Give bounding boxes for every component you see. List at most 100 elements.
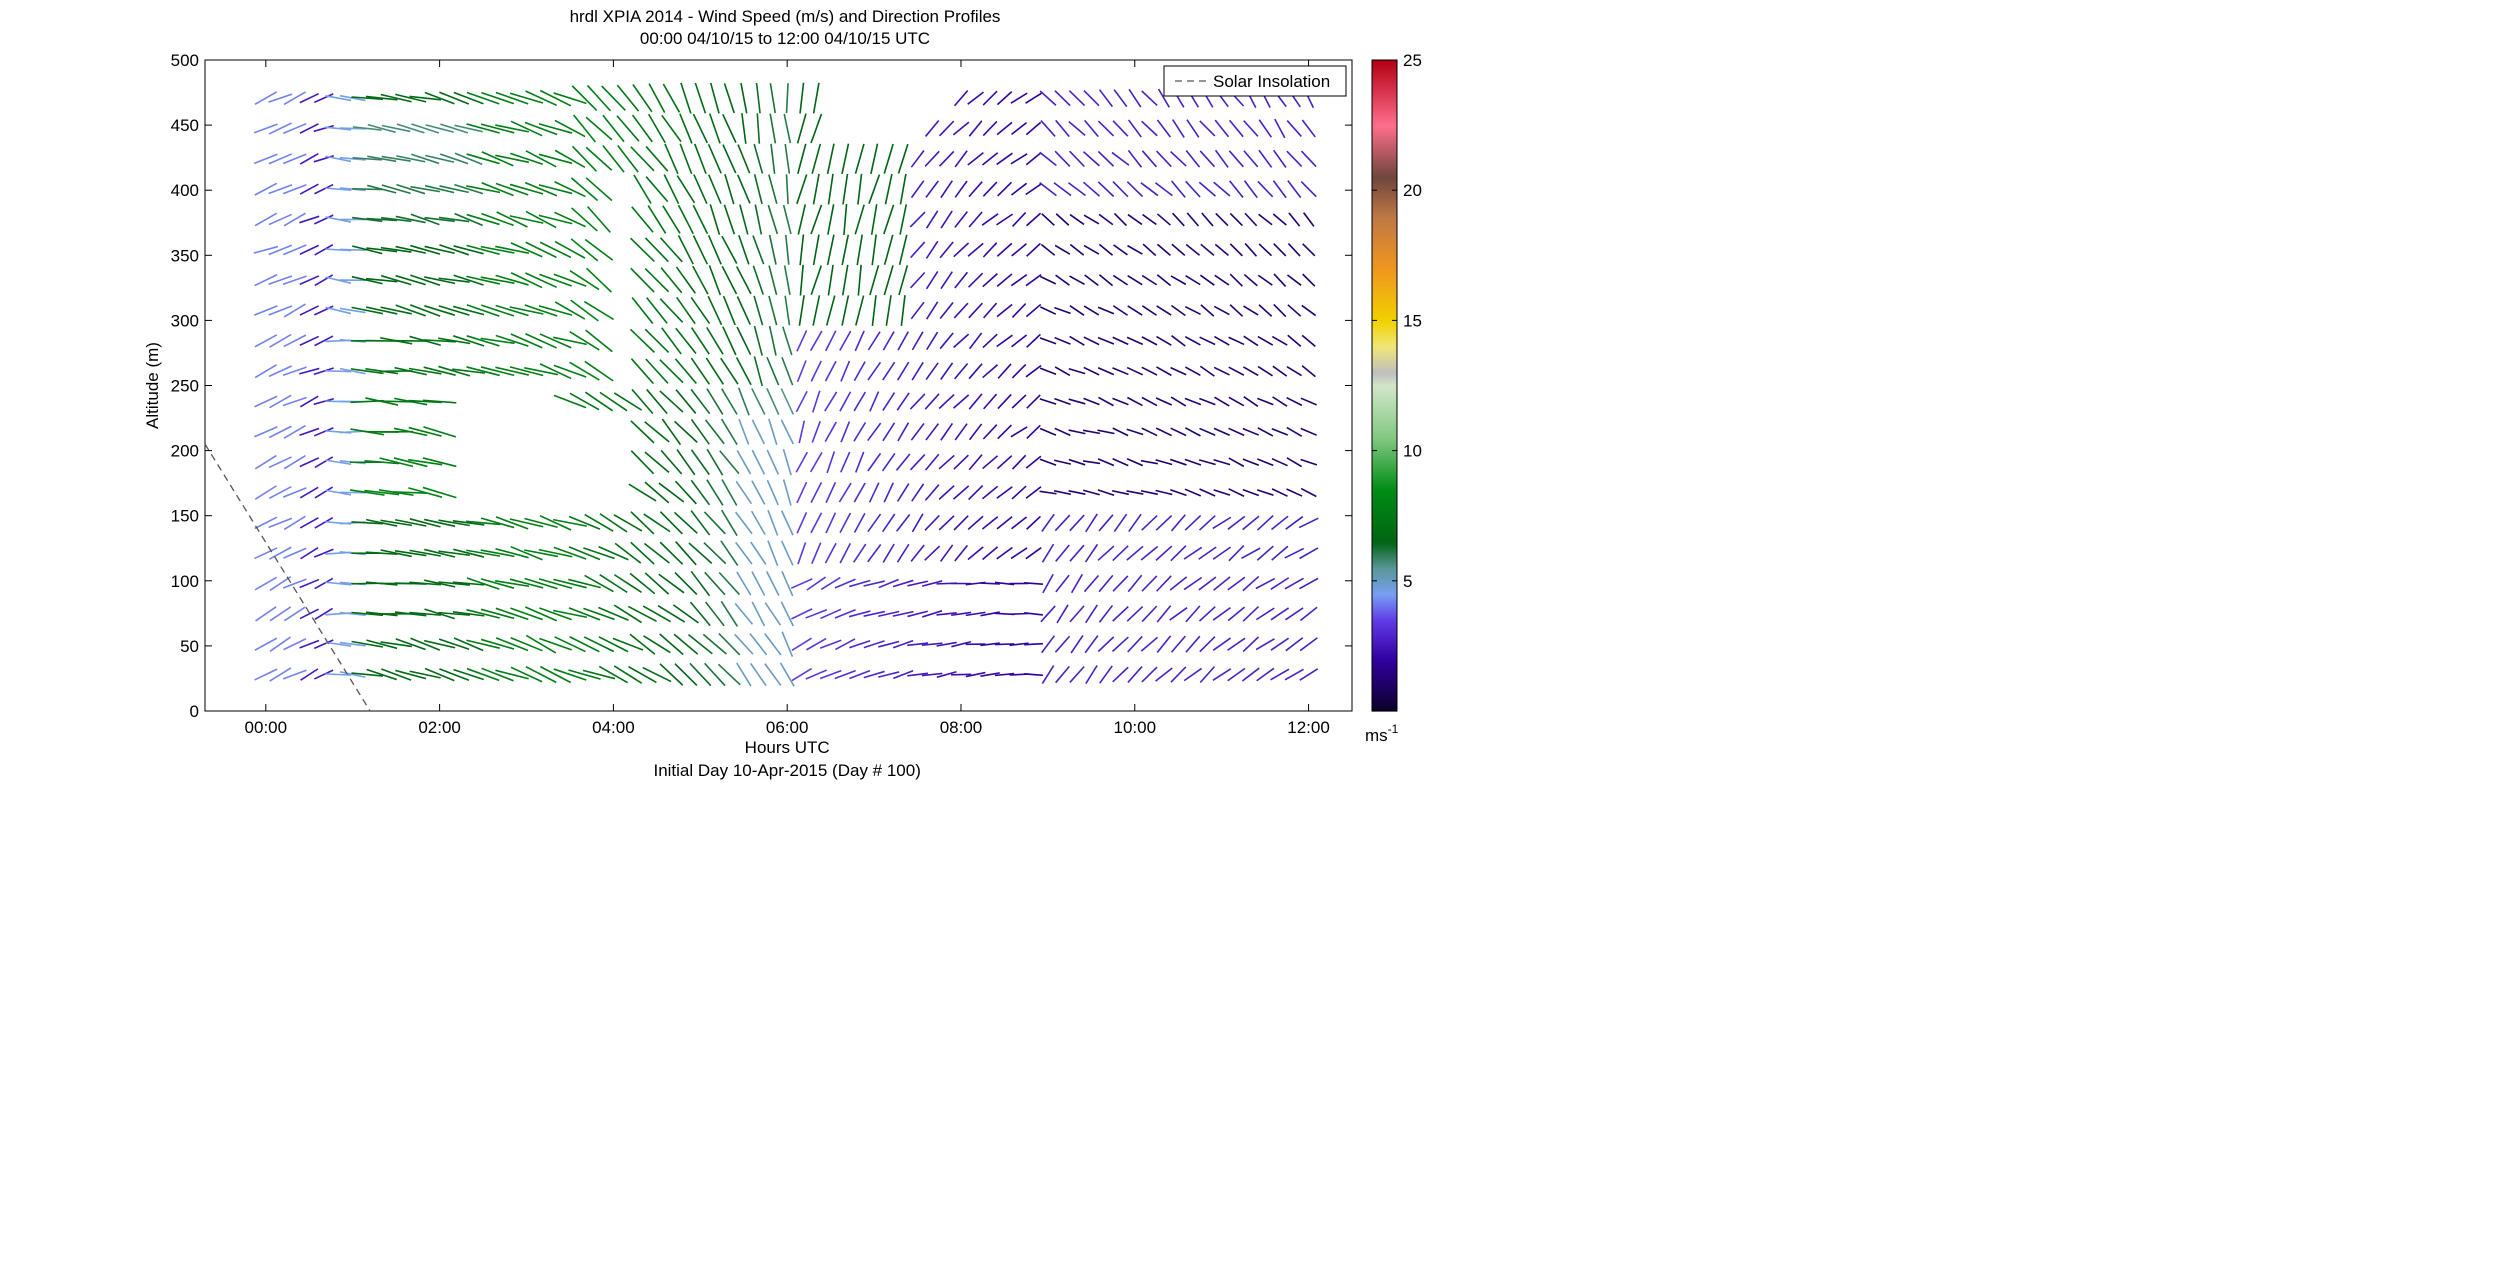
wind-vector	[996, 273, 1013, 288]
wind-vector	[854, 204, 865, 235]
wind-vector	[440, 123, 469, 134]
wind-vector	[1011, 334, 1028, 348]
wind-vector	[1183, 576, 1203, 591]
wind-vector	[796, 360, 807, 383]
wind-vector	[881, 452, 896, 472]
wind-vector	[911, 361, 924, 381]
wind-vector	[718, 632, 741, 656]
colorbar-band	[1372, 351, 1397, 355]
wind-vector	[424, 518, 456, 528]
colorbar-band	[1372, 257, 1397, 262]
wind-vector	[922, 610, 943, 618]
wind-vector	[896, 514, 911, 532]
wind-vector	[283, 606, 306, 622]
wind-vector	[1112, 274, 1129, 286]
wind-vector	[1256, 489, 1274, 496]
wind-vector	[1112, 367, 1129, 376]
wind-vector	[1213, 305, 1230, 316]
wind-vector	[810, 204, 823, 235]
wind-vector	[892, 639, 914, 649]
wind-vector	[689, 601, 711, 627]
wind-vector	[869, 391, 880, 412]
wind-vector	[629, 237, 655, 263]
wind-vector	[1198, 515, 1216, 531]
wind-vector	[1055, 213, 1070, 226]
wind-vector	[867, 452, 882, 472]
x-axis-sublabel: Initial Day 10-Apr-2015 (Day # 100)	[653, 761, 920, 780]
wind-vector	[539, 514, 572, 531]
wind-vector	[936, 612, 957, 616]
wind-vector	[1213, 366, 1230, 376]
wind-vector	[1011, 303, 1027, 318]
wind-vector	[598, 545, 629, 561]
wind-vector	[339, 611, 366, 617]
wind-vector	[657, 605, 686, 623]
wind-vector	[1084, 543, 1099, 563]
wind-vector	[254, 637, 278, 651]
wind-vector	[1141, 150, 1158, 168]
wind-vector	[395, 93, 427, 103]
wind-vector	[554, 181, 586, 198]
wind-vector	[553, 364, 587, 378]
wind-vector	[495, 182, 529, 196]
wind-vector	[1170, 396, 1187, 407]
wind-vector	[910, 149, 925, 168]
colorbar-band	[1372, 648, 1397, 652]
wind-vector	[395, 274, 426, 286]
wind-vector	[827, 264, 834, 296]
wind-vector	[395, 638, 426, 651]
wind-vector	[1227, 515, 1246, 530]
wind-vector	[1284, 547, 1305, 559]
wind-vector	[538, 123, 573, 134]
wind-vector	[554, 636, 586, 653]
wind-vector	[996, 486, 1013, 499]
wind-vector	[780, 510, 794, 536]
wind-vector	[1041, 635, 1056, 654]
y-tick-label: 450	[171, 116, 199, 135]
wind-vector	[495, 245, 530, 254]
wind-vector	[365, 339, 398, 342]
y-axis-label: Altitude (m)	[143, 342, 162, 429]
wind-vector	[939, 332, 954, 350]
wind-vector	[381, 155, 411, 162]
colorbar-band	[1372, 362, 1397, 366]
wind-vector	[924, 120, 940, 137]
wind-vector	[438, 305, 470, 316]
wind-vector	[659, 511, 683, 535]
wind-vector	[583, 607, 615, 621]
wind-vector	[1228, 150, 1244, 168]
wind-vector	[1010, 426, 1028, 438]
wind-vector	[1041, 665, 1055, 684]
wind-vector	[791, 608, 813, 620]
wind-vector	[981, 516, 999, 530]
wind-vector	[737, 174, 751, 204]
colorbar-band	[1372, 429, 1397, 433]
wind-vector	[1011, 243, 1027, 257]
wind-vector	[366, 277, 398, 283]
wind-vector	[805, 669, 828, 680]
wind-vector	[753, 174, 763, 205]
wind-vector	[909, 453, 926, 471]
wind-vector	[751, 449, 766, 475]
wind-vector	[1156, 305, 1172, 316]
wind-vector	[409, 304, 441, 317]
wind-vector	[613, 514, 643, 532]
wind-vector	[1199, 274, 1215, 286]
wind-vector	[996, 516, 1013, 530]
wind-vector	[1170, 545, 1187, 562]
wind-vector	[968, 332, 983, 350]
colorbar-band	[1372, 78, 1397, 82]
wind-vector	[897, 331, 909, 351]
wind-vector	[810, 482, 823, 504]
wind-vector	[1068, 458, 1086, 466]
wind-vector	[1039, 151, 1057, 167]
wind-vector	[1156, 213, 1171, 226]
wind-vector	[1214, 149, 1229, 168]
wind-vector	[1170, 458, 1187, 466]
wind-vector	[351, 672, 384, 677]
wind-vector	[524, 366, 559, 376]
wind-vector	[571, 85, 598, 111]
wind-vector	[586, 267, 612, 293]
wind-vector	[524, 549, 559, 558]
colorbar-band	[1372, 73, 1397, 77]
